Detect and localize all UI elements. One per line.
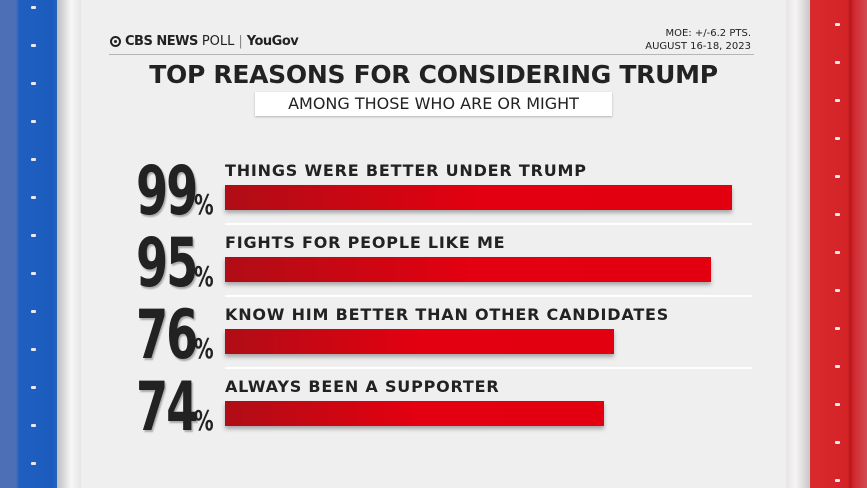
row-divider	[225, 295, 752, 297]
value-label: 74	[136, 368, 198, 447]
rivet-icon	[31, 424, 36, 427]
rivet-icon	[835, 99, 840, 102]
bar-row: 76 % KNOW HIM BETTER THAN OTHER CANDIDAT…	[130, 296, 752, 376]
cbs-eye-icon	[110, 36, 121, 47]
category-label: ALWAYS BEEN A SUPPORTER	[225, 377, 500, 396]
category-label: THINGS WERE BETTER UNDER TRUMP	[225, 161, 587, 180]
right-frame-edge	[786, 0, 810, 488]
rivet-icon	[31, 386, 36, 389]
rivet-icon	[835, 137, 840, 140]
margin-of-error: MOE: +/-6.2 PTS.	[665, 28, 751, 39]
rivet-icon	[835, 23, 840, 26]
rivet-icon	[31, 234, 36, 237]
rivet-icon	[835, 213, 840, 216]
rivet-icon	[835, 175, 840, 178]
category-label: FIGHTS FOR PEOPLE LIKE ME	[225, 233, 506, 252]
percent-sign: %	[194, 188, 214, 221]
value-label: 95	[136, 224, 198, 303]
rivet-icon	[31, 6, 36, 9]
red-border	[810, 0, 867, 488]
header-divider	[109, 54, 754, 55]
rivet-icon	[31, 158, 36, 161]
logo-yougov: YouGov	[246, 34, 299, 49]
bar	[225, 185, 732, 210]
percent-sign: %	[194, 404, 214, 437]
bar	[225, 257, 712, 282]
chart-subtitle: AMONG THOSE WHO ARE OR MIGHT	[255, 92, 612, 116]
rivet-icon	[31, 348, 36, 351]
rivet-icon	[835, 441, 840, 444]
logo-cbs-news: CBS NEWS	[125, 34, 198, 49]
category-label: KNOW HIM BETTER THAN OTHER CANDIDATES	[225, 305, 670, 324]
rivet-icon	[31, 196, 36, 199]
rivet-icon	[835, 479, 840, 482]
cbs-yougov-logo: CBS NEWS POLL | YouGov	[110, 34, 299, 49]
rivet-icon	[835, 327, 840, 330]
poll-info: MOE: +/-6.2 PTS. AUGUST 16-18, 2023	[645, 27, 751, 53]
percent-sign: %	[194, 332, 214, 365]
logo-poll: POLL	[201, 34, 235, 49]
rivet-icon	[835, 289, 840, 292]
rivet-icon	[31, 120, 36, 123]
poll-dates: AUGUST 16-18, 2023	[645, 41, 751, 52]
rivet-icon	[31, 82, 36, 85]
blue-border	[0, 0, 57, 488]
rivet-icon	[31, 272, 36, 275]
rivet-icon	[31, 462, 36, 465]
rivet-icon	[31, 44, 36, 47]
rivet-icon	[835, 61, 840, 64]
left-frame-edge	[57, 0, 81, 488]
bar	[225, 329, 615, 354]
rivet-icon	[835, 403, 840, 406]
bar-row: 99 % THINGS WERE BETTER UNDER TRUMP	[130, 152, 752, 232]
rivet-icon	[835, 365, 840, 368]
logo-separator: |	[238, 34, 243, 49]
percent-sign: %	[194, 260, 214, 293]
row-divider	[225, 223, 752, 225]
bar-row: 74 % ALWAYS BEEN A SUPPORTER	[130, 368, 752, 448]
bar	[225, 401, 604, 426]
rivet-icon	[835, 251, 840, 254]
chart-title: TOP REASONS FOR CONSIDERING TRUMP	[149, 60, 718, 89]
value-label: 99	[136, 152, 198, 231]
row-divider	[225, 367, 752, 369]
rivet-icon	[31, 310, 36, 313]
bar-row: 95 % FIGHTS FOR PEOPLE LIKE ME	[130, 224, 752, 304]
value-label: 76	[136, 296, 198, 375]
